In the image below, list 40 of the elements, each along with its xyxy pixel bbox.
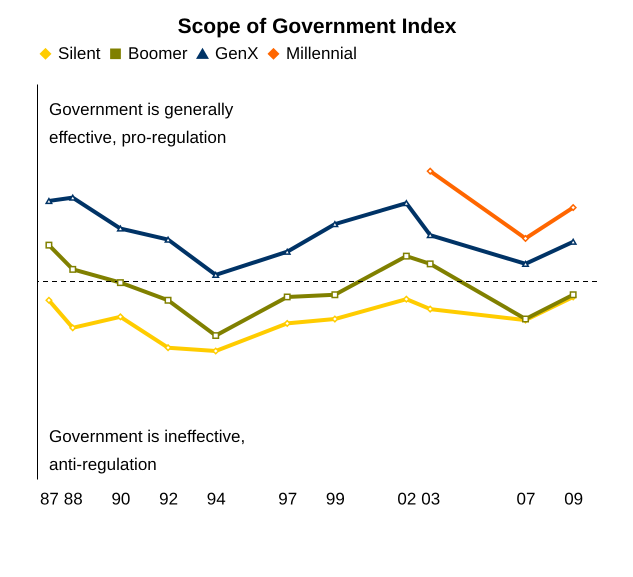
point <box>116 279 124 286</box>
point <box>45 242 52 249</box>
point <box>212 332 220 340</box>
x-tick-label: 99 <box>326 490 345 508</box>
point <box>426 232 434 238</box>
x-tick-label: 87 <box>40 490 59 508</box>
legend-label: Millennial <box>286 44 357 63</box>
text: Government is ineffective, anti-regulation <box>49 427 246 474</box>
legend-label: Silent <box>58 44 101 63</box>
point <box>426 168 434 175</box>
x-tick-label: 03 <box>421 490 440 508</box>
x-tick-label: 97 <box>278 490 298 508</box>
point <box>570 204 577 212</box>
point <box>331 291 338 298</box>
point <box>402 296 410 303</box>
point <box>284 248 291 255</box>
point <box>522 234 529 242</box>
x-tick-label: 02 <box>397 490 416 508</box>
point <box>45 296 52 304</box>
x-tick-label: 09 <box>564 490 584 508</box>
x-tick-label: 94 <box>206 490 226 508</box>
point <box>69 324 76 332</box>
legend-label: Boomer <box>128 44 188 63</box>
point <box>570 291 577 298</box>
x-tick-label: 90 <box>111 490 130 508</box>
point <box>522 260 529 267</box>
legend-label: GenX <box>215 44 258 64</box>
point <box>116 225 124 232</box>
point <box>402 252 410 260</box>
x-tick-label: 88 <box>64 490 83 508</box>
point <box>45 198 52 204</box>
x-tick-label: 07 <box>516 490 536 508</box>
point <box>69 266 76 273</box>
point <box>426 260 434 268</box>
text: Government is generally effective, pro-regulation <box>49 100 234 147</box>
chart-title: Scope of Government Index <box>178 15 457 38</box>
point <box>284 293 291 300</box>
point <box>212 272 220 278</box>
point <box>164 296 172 304</box>
x-tick-label: 92 <box>159 490 178 508</box>
